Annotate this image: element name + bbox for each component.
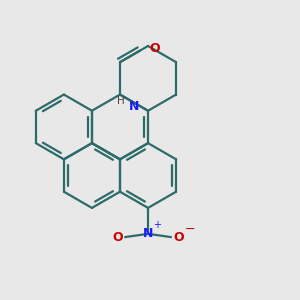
Text: H: H: [117, 96, 124, 106]
Text: O: O: [149, 42, 160, 56]
Text: +: +: [153, 220, 161, 230]
Text: N: N: [143, 227, 153, 240]
Text: O: O: [112, 231, 123, 244]
Text: N: N: [129, 100, 140, 113]
Text: O: O: [173, 231, 184, 244]
Text: −: −: [185, 223, 196, 236]
